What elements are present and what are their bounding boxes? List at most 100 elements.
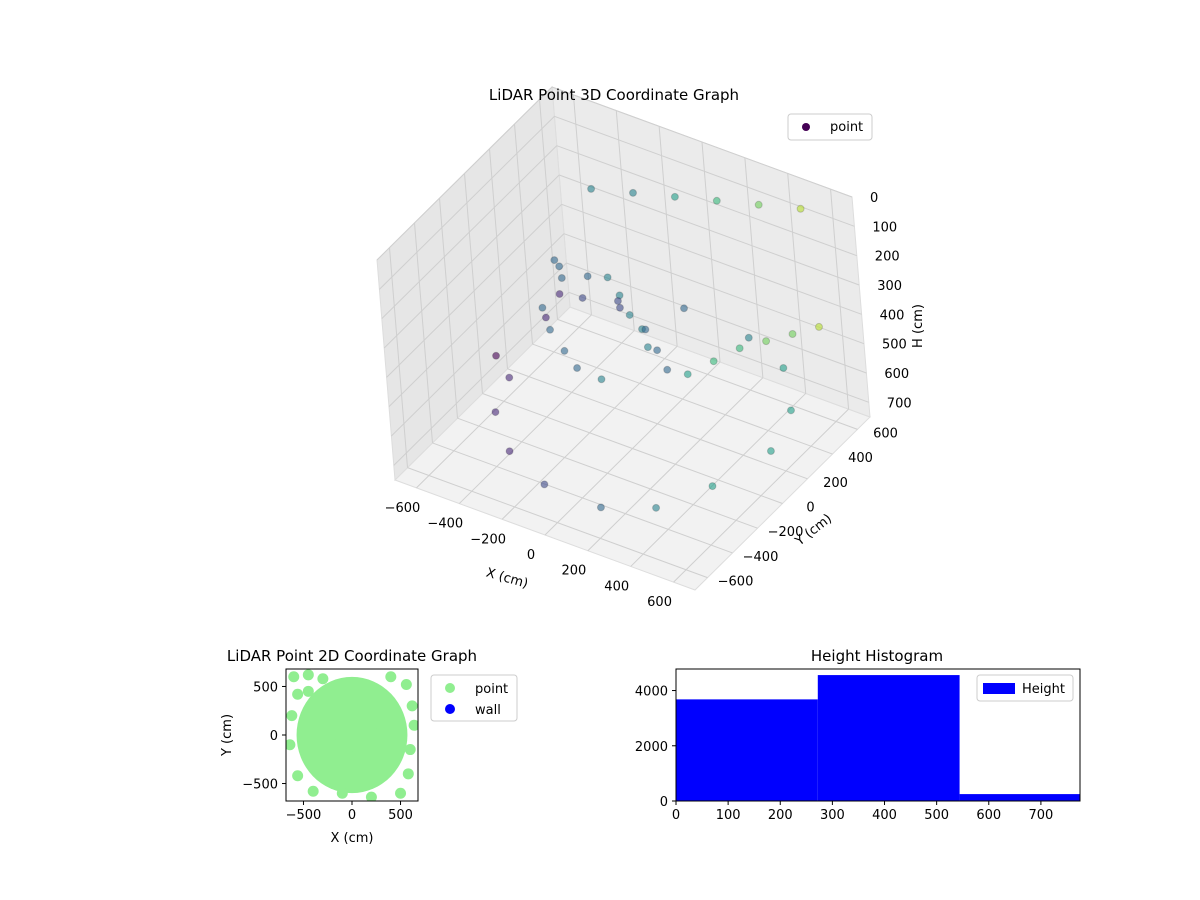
grid-z-back	[566, 262, 867, 374]
point-2d	[292, 770, 304, 782]
grid-z-back	[551, 86, 853, 198]
point-3d	[762, 337, 771, 346]
points-2d	[286, 669, 418, 801]
legend-2d-point-label: point	[475, 682, 508, 697]
grid-z-side	[383, 174, 560, 349]
point-2d	[317, 700, 329, 712]
point-3d	[680, 304, 689, 313]
legend-3d-point-label: point	[830, 120, 863, 135]
point-2d	[406, 700, 418, 712]
chart-3d-title: LiDAR Point 3D Coordinate Graph	[489, 86, 739, 104]
point-3d	[814, 322, 823, 331]
point-3d	[796, 204, 805, 213]
point-2d	[327, 714, 339, 726]
point-2d	[365, 791, 377, 801]
x-hist-tick-label: 0	[672, 808, 680, 823]
point-3d	[578, 293, 587, 302]
y-axis-2d-label: Y (cm)	[220, 714, 235, 757]
grid-z-side	[386, 203, 562, 378]
x-hist-tick-label: 600	[976, 808, 1001, 823]
y-2d-tick-label: −500	[242, 778, 278, 793]
point-3d	[597, 375, 606, 384]
y-3d-tick-label: 200	[823, 476, 848, 491]
plot-frame-histogram	[675, 668, 1081, 802]
z-3d-tick-label: 0	[870, 191, 878, 206]
z-3d-tick-label: 500	[882, 338, 907, 353]
legend-3d-point-marker	[802, 123, 810, 131]
point-3d	[587, 184, 596, 193]
grid-y-side	[439, 198, 458, 419]
point-3d	[492, 351, 501, 360]
legend-2d-wall-marker	[445, 704, 455, 714]
x-3d-tick-label: 400	[604, 579, 629, 594]
grid-x-back	[787, 173, 807, 394]
point-2d	[286, 710, 298, 722]
legend-2d-wall-label: wall	[475, 703, 501, 718]
point-2d	[288, 671, 300, 683]
z-3d-tick-label: 100	[872, 220, 897, 235]
point-2d	[375, 719, 387, 731]
point-2d	[351, 748, 363, 760]
point-2d	[385, 671, 397, 683]
z-3d-tick-label: 300	[877, 279, 902, 294]
point-2d	[307, 719, 319, 731]
y-2d-tick-label: 500	[253, 680, 278, 695]
grid-z-side	[391, 262, 567, 437]
point-3d	[712, 196, 721, 205]
y-hist-tick-label: 0	[660, 795, 668, 810]
grid-y-floor	[557, 318, 858, 430]
y-3d-tick-label: −600	[718, 575, 754, 590]
x-hist-tick-label: 200	[768, 808, 793, 823]
point-3d	[557, 274, 566, 283]
x-hist-tick-label: 500	[924, 808, 949, 823]
histogram-ticks: 0 100 200 300 400 500 600 700 0 2000 4000	[635, 685, 1053, 823]
grid-x-back	[615, 110, 635, 331]
x-axis-3d-label: X (cm)	[484, 565, 529, 591]
z-axis-3d-label: H (cm)	[911, 304, 926, 348]
point-3d	[550, 256, 559, 265]
point-2d	[331, 739, 343, 751]
histogram-bar	[959, 794, 1080, 801]
point-2d	[307, 785, 319, 797]
grid-x-back	[830, 189, 850, 410]
point-2d	[361, 758, 373, 770]
y-3d-tick-label: −200	[768, 525, 804, 540]
ticks-3d: −600−400−2000200400600−600−400−200020040…	[385, 191, 912, 610]
point-3d	[603, 273, 612, 282]
point-2d	[286, 739, 296, 751]
grid-y-side	[539, 99, 558, 320]
x-3d-tick-label: 600	[647, 595, 672, 610]
chart-3d: −600−400−2000200400600−600−400−200020040…	[376, 85, 926, 610]
y-3d-tick-label: 600	[873, 426, 898, 441]
point-3d	[560, 346, 569, 355]
points-3d	[491, 184, 823, 512]
point-3d	[555, 262, 564, 271]
grid-x-back	[658, 126, 678, 347]
grid-3d	[376, 86, 869, 583]
grid-z-back	[563, 233, 865, 345]
x-2d-tick-label: −500	[286, 808, 322, 823]
grid-y-floor	[532, 343, 833, 455]
point-2d	[346, 729, 358, 741]
point-2d	[322, 763, 334, 775]
point-3d	[643, 343, 652, 352]
grid-y-floor	[507, 368, 808, 480]
x-3d-tick-label: −200	[470, 532, 506, 547]
histogram-title: Height Histogram	[811, 647, 943, 665]
z-3d-tick-label: 200	[875, 250, 900, 265]
legend-histogram: Height	[976, 674, 1074, 702]
point-3d	[744, 333, 753, 342]
point-2d	[356, 688, 368, 700]
grid-y-floor	[482, 393, 783, 504]
grid-y-side	[389, 247, 408, 468]
x-3d-tick-label: 200	[561, 564, 586, 579]
point-3d	[625, 310, 634, 319]
point-2d	[356, 719, 368, 731]
point-3d	[491, 408, 500, 417]
chart-2d: LiDAR Point 2D Coordinate Graph −500 0 500…	[220, 647, 518, 846]
point-2d	[404, 744, 416, 756]
point-3d	[708, 482, 717, 491]
point-3d	[573, 364, 582, 373]
histogram-bars	[676, 675, 1080, 801]
